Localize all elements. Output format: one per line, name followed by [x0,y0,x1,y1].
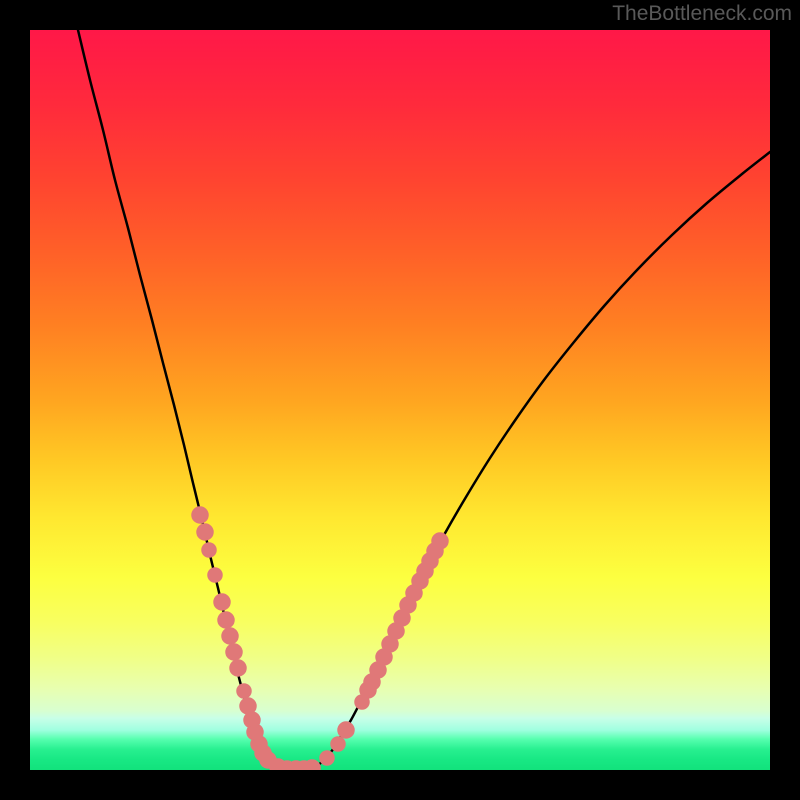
marker-right [331,737,345,751]
marker-left [222,628,238,644]
marker-left [192,507,208,523]
plot-background [30,30,770,770]
marker-left [214,594,230,610]
bottleneck-curve-chart [0,0,800,800]
marker-right [338,722,354,738]
marker-right [432,533,448,549]
watermark-label: TheBottleneck.com [612,2,792,26]
marker-left [208,568,222,582]
marker-left [202,543,216,557]
marker-left [218,612,234,628]
marker-right [320,751,334,765]
marker-left [197,524,213,540]
chart-container: TheBottleneck.com [0,0,800,800]
marker-left [226,644,242,660]
marker-left [230,660,246,676]
marker-left [237,684,251,698]
